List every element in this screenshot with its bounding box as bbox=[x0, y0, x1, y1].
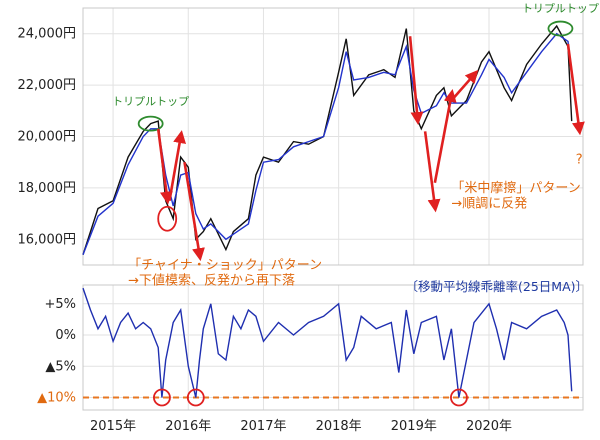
deviation-ytick-label: +5% bbox=[44, 297, 76, 312]
series-deviation-rate bbox=[82, 287, 573, 398]
price-ytick-label: 22,000円 bbox=[18, 78, 77, 93]
annotation-text-7: ? bbox=[576, 153, 583, 168]
xtick-label: 2019年 bbox=[391, 419, 437, 434]
xtick-label: 2018年 bbox=[316, 419, 362, 434]
deviation-low-circle-3 bbox=[450, 388, 468, 407]
annotation-text-4: →下値模索、反発から再下落 bbox=[128, 272, 295, 288]
deviation-low-circle-2 bbox=[186, 388, 205, 407]
bottom-circle-2015 bbox=[157, 205, 178, 232]
arrow-drop2-2019 bbox=[423, 131, 441, 213]
triple-top-circle-2015 bbox=[137, 115, 164, 132]
triple-top-circle-2020 bbox=[547, 20, 574, 37]
annotation-marks bbox=[137, 20, 585, 407]
price-panel-frame bbox=[82, 7, 584, 266]
series-moving-average bbox=[82, 32, 573, 255]
annotation-text-2: トリプルトップ bbox=[522, 2, 599, 15]
arrow-rebound-2015 bbox=[168, 130, 187, 201]
annotation-text-1: トリプルトップ bbox=[112, 95, 189, 108]
annotations: トリプルトップトリプルトップ「チャイナ・ショック」パターン→下値模索、反発から再… bbox=[112, 2, 599, 288]
price-ytick-label: 18,000円 bbox=[18, 181, 77, 196]
arrow-drop-2021 bbox=[566, 43, 585, 136]
price-ytick-label: 16,000円 bbox=[18, 232, 77, 247]
deviation-low-circle-1 bbox=[153, 388, 171, 407]
deviation-ytick-label: ▲10% bbox=[37, 391, 76, 406]
annotation-text-3: 「チャイナ・ショック」パターン bbox=[128, 258, 322, 273]
series-price-close bbox=[82, 24, 573, 255]
arrow-drop-2015 bbox=[156, 128, 173, 205]
arrow-rebound2-2019 bbox=[450, 69, 479, 102]
xtick-label: 2020年 bbox=[466, 419, 512, 434]
deviation-panel-frame bbox=[82, 284, 584, 411]
annotation-text-5: 「米中摩擦」パターン bbox=[451, 180, 580, 196]
deviation-ytick-label: ▲5% bbox=[45, 359, 76, 374]
arrow-rebound-2019 bbox=[433, 88, 457, 184]
deviation-panel-title: 〔移動平均線乖離率(25日MA)〕 bbox=[406, 279, 589, 294]
xtick-label: 2017年 bbox=[240, 419, 286, 434]
annotation-text-6: →順調に反発 bbox=[451, 196, 527, 211]
price-ytick-label: 20,000円 bbox=[18, 130, 77, 145]
deviation-ytick-label: 0% bbox=[55, 328, 76, 343]
arrow-redrop-2016 bbox=[183, 161, 205, 262]
xtick-label: 2015年 bbox=[90, 419, 136, 434]
axis-ticks: 16,000円 18,000円 20,000円 22,000円 24,000円 2015年… bbox=[18, 27, 513, 434]
arrow-drop-2019 bbox=[408, 36, 424, 125]
price-ytick-label: 24,000円 bbox=[18, 27, 77, 42]
xtick-label: 2016年 bbox=[165, 419, 211, 434]
